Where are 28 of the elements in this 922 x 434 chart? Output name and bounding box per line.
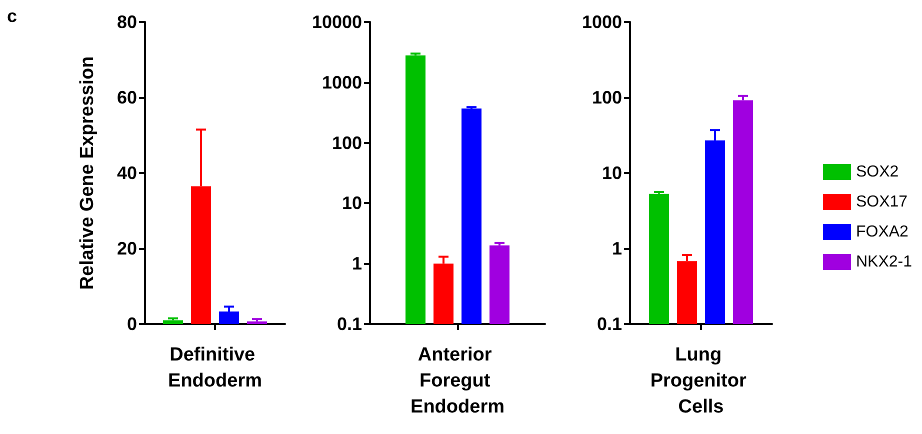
bar — [219, 312, 239, 324]
x-tick-label: Definitive Endoderm — [168, 344, 262, 392]
y-tick-label: 10 — [602, 163, 622, 183]
bar — [247, 321, 267, 324]
y-tick-label: 0.1 — [596, 314, 622, 334]
legend-label: NKX2-1 — [856, 254, 912, 270]
y-tick-label: 20 — [116, 238, 137, 258]
y-tick-label: 10 — [342, 193, 362, 214]
y-tick-label: 0.1 — [336, 314, 362, 334]
y-tick-label: 60 — [116, 88, 137, 108]
x-tick-label: Anterior Foregut Endoderm — [410, 344, 504, 418]
bar — [163, 320, 183, 324]
text: c — [7, 6, 18, 26]
legend-label: SOX17 — [856, 194, 908, 210]
y-tick-label: 80 — [116, 12, 137, 32]
y-tick-label: 1 — [612, 238, 622, 258]
y-tick-label: 100 — [592, 88, 622, 108]
y-tick-label: 1000 — [582, 12, 622, 32]
y-axis-title: Relative Gene Expression — [77, 56, 98, 290]
legend-label: SOX2 — [856, 164, 899, 180]
y-tick-label: 100 — [332, 132, 362, 153]
legend-label: FOXA2 — [856, 224, 909, 240]
y-tick-label: 0 — [126, 314, 137, 334]
y-tick-label: 10000 — [312, 12, 362, 32]
y-tick-label: 40 — [116, 163, 137, 183]
y-tick-label: 1000 — [322, 72, 362, 92]
x-tick-label: Lung Progenitor Cells — [650, 344, 752, 418]
y-tick-label: 1 — [352, 254, 362, 274]
